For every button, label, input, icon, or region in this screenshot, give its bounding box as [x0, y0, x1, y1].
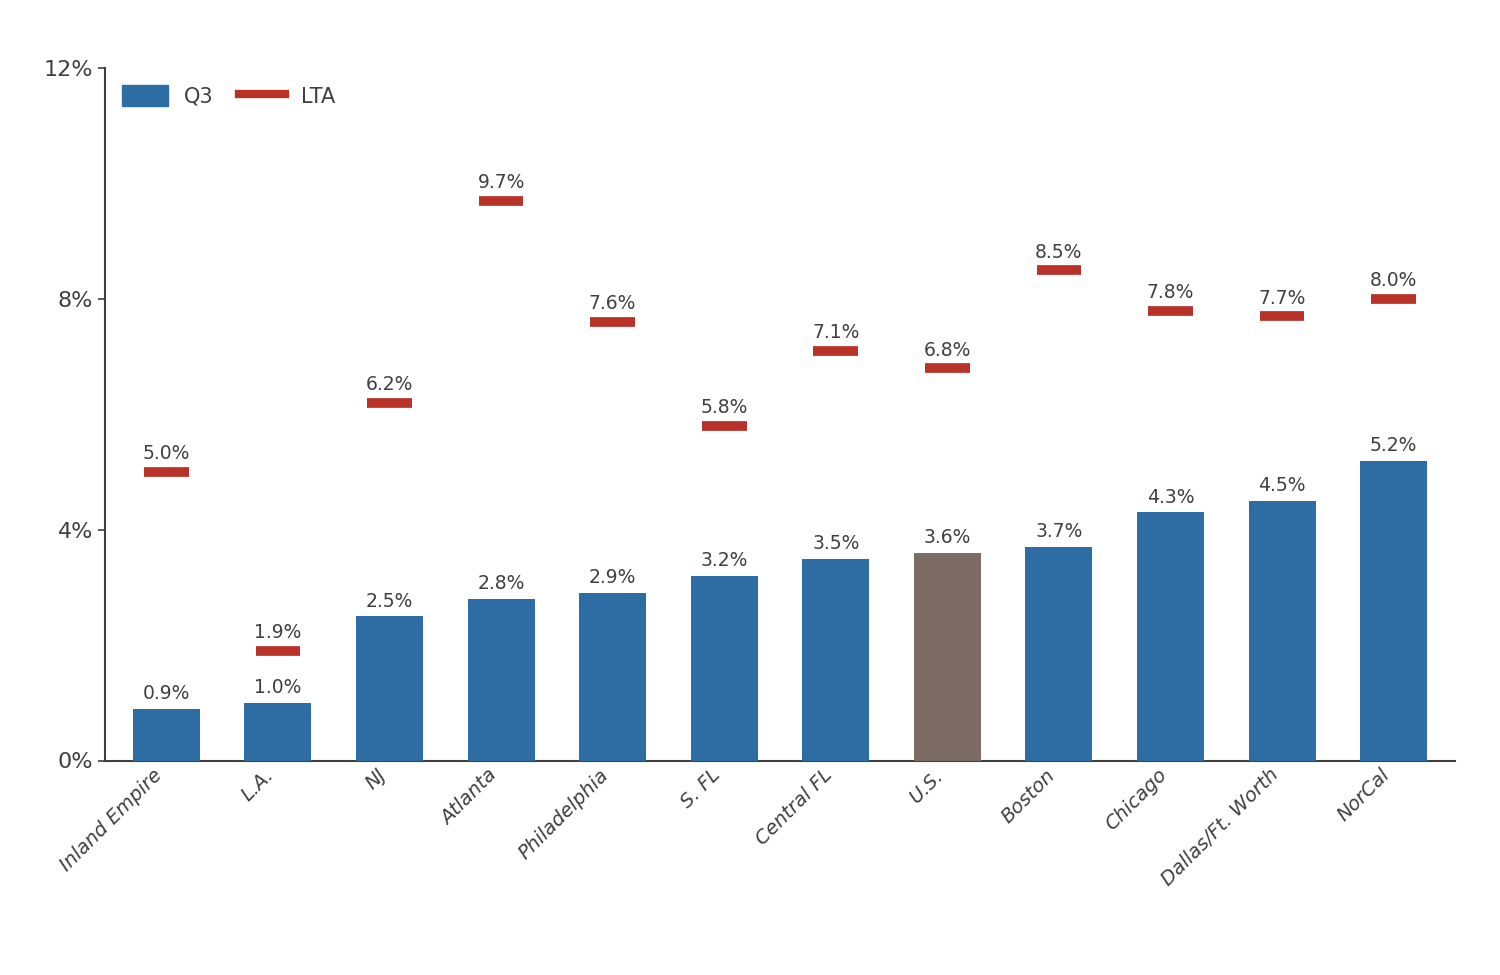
- Text: 8.0%: 8.0%: [1370, 271, 1417, 291]
- Text: 2.5%: 2.5%: [366, 592, 413, 610]
- Bar: [1026, 547, 1092, 760]
- Text: 1.9%: 1.9%: [254, 623, 302, 643]
- Text: 4.3%: 4.3%: [1146, 488, 1194, 507]
- Text: 3.6%: 3.6%: [924, 528, 970, 547]
- Text: 7.6%: 7.6%: [590, 294, 636, 313]
- Text: 8.5%: 8.5%: [1035, 243, 1083, 261]
- Text: 2.8%: 2.8%: [477, 574, 525, 593]
- Bar: [468, 599, 534, 760]
- Bar: [579, 593, 646, 760]
- Text: 6.8%: 6.8%: [924, 340, 970, 360]
- Bar: [1360, 460, 1426, 760]
- Bar: [1137, 513, 1204, 760]
- Text: 7.7%: 7.7%: [1258, 289, 1306, 308]
- Text: 7.1%: 7.1%: [812, 324, 859, 342]
- Legend: Q3, LTA: Q3, LTA: [116, 79, 342, 113]
- Text: 7.8%: 7.8%: [1148, 283, 1194, 302]
- Text: 3.5%: 3.5%: [812, 534, 859, 553]
- Bar: [1248, 501, 1316, 760]
- Text: 3.7%: 3.7%: [1035, 523, 1083, 541]
- Text: 5.0%: 5.0%: [142, 445, 190, 463]
- Bar: [690, 576, 758, 761]
- Text: 3.2%: 3.2%: [700, 551, 748, 570]
- Text: 5.8%: 5.8%: [700, 398, 748, 417]
- Text: 2.9%: 2.9%: [590, 568, 636, 587]
- Text: 4.5%: 4.5%: [1258, 476, 1306, 495]
- Bar: [356, 616, 423, 760]
- Bar: [802, 559, 870, 760]
- Text: 9.7%: 9.7%: [477, 174, 525, 192]
- Bar: [134, 709, 200, 760]
- Text: 6.2%: 6.2%: [366, 375, 413, 394]
- Bar: [244, 703, 312, 761]
- Text: 0.9%: 0.9%: [142, 683, 190, 703]
- Text: 1.0%: 1.0%: [254, 678, 302, 697]
- Text: 5.2%: 5.2%: [1370, 436, 1417, 454]
- Bar: [914, 553, 981, 760]
